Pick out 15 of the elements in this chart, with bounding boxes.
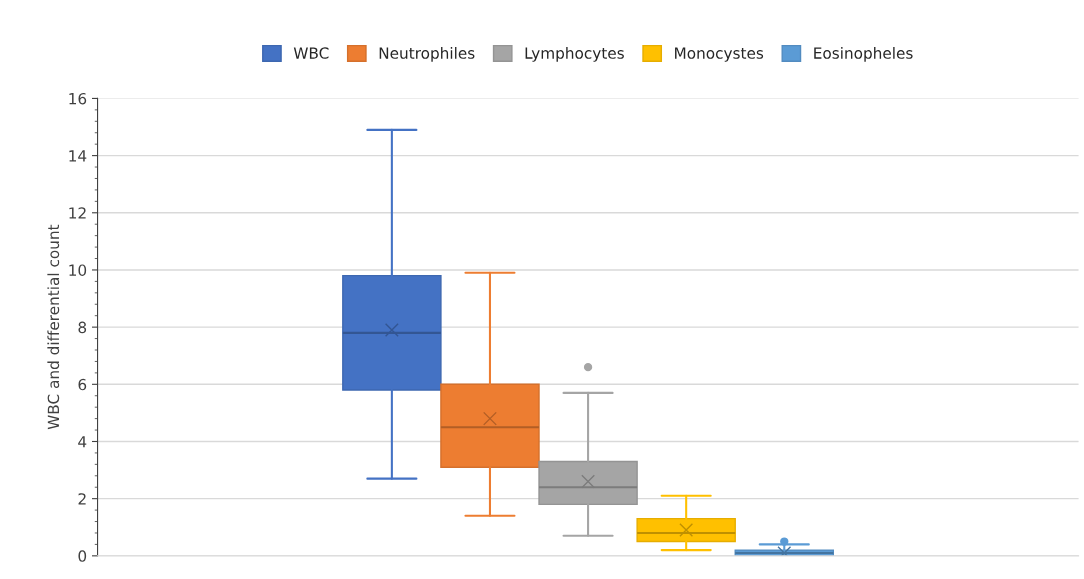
legend-label: Lymphocytes — [525, 47, 624, 62]
y-tick-label: 4 — [78, 436, 87, 448]
legend-label: Monocystes — [675, 47, 764, 62]
y-tick-label: 14 — [69, 150, 87, 162]
legend-label: Eosinopheles — [814, 47, 913, 62]
y-tick-label: 10 — [69, 264, 87, 276]
y-tick-label: 6 — [78, 378, 87, 391]
legend-label: Neutrophiles — [379, 47, 475, 62]
y-tick-label: 16 — [69, 92, 87, 105]
y-tick-label: 12 — [69, 207, 86, 219]
y-tick-label: 8 — [78, 321, 87, 334]
y-tick-label: 2 — [78, 493, 86, 505]
y-tick-label: 0 — [78, 550, 87, 562]
legend-label: WBC — [293, 47, 329, 59]
y-axis-title: WBC and differential count — [47, 224, 60, 430]
